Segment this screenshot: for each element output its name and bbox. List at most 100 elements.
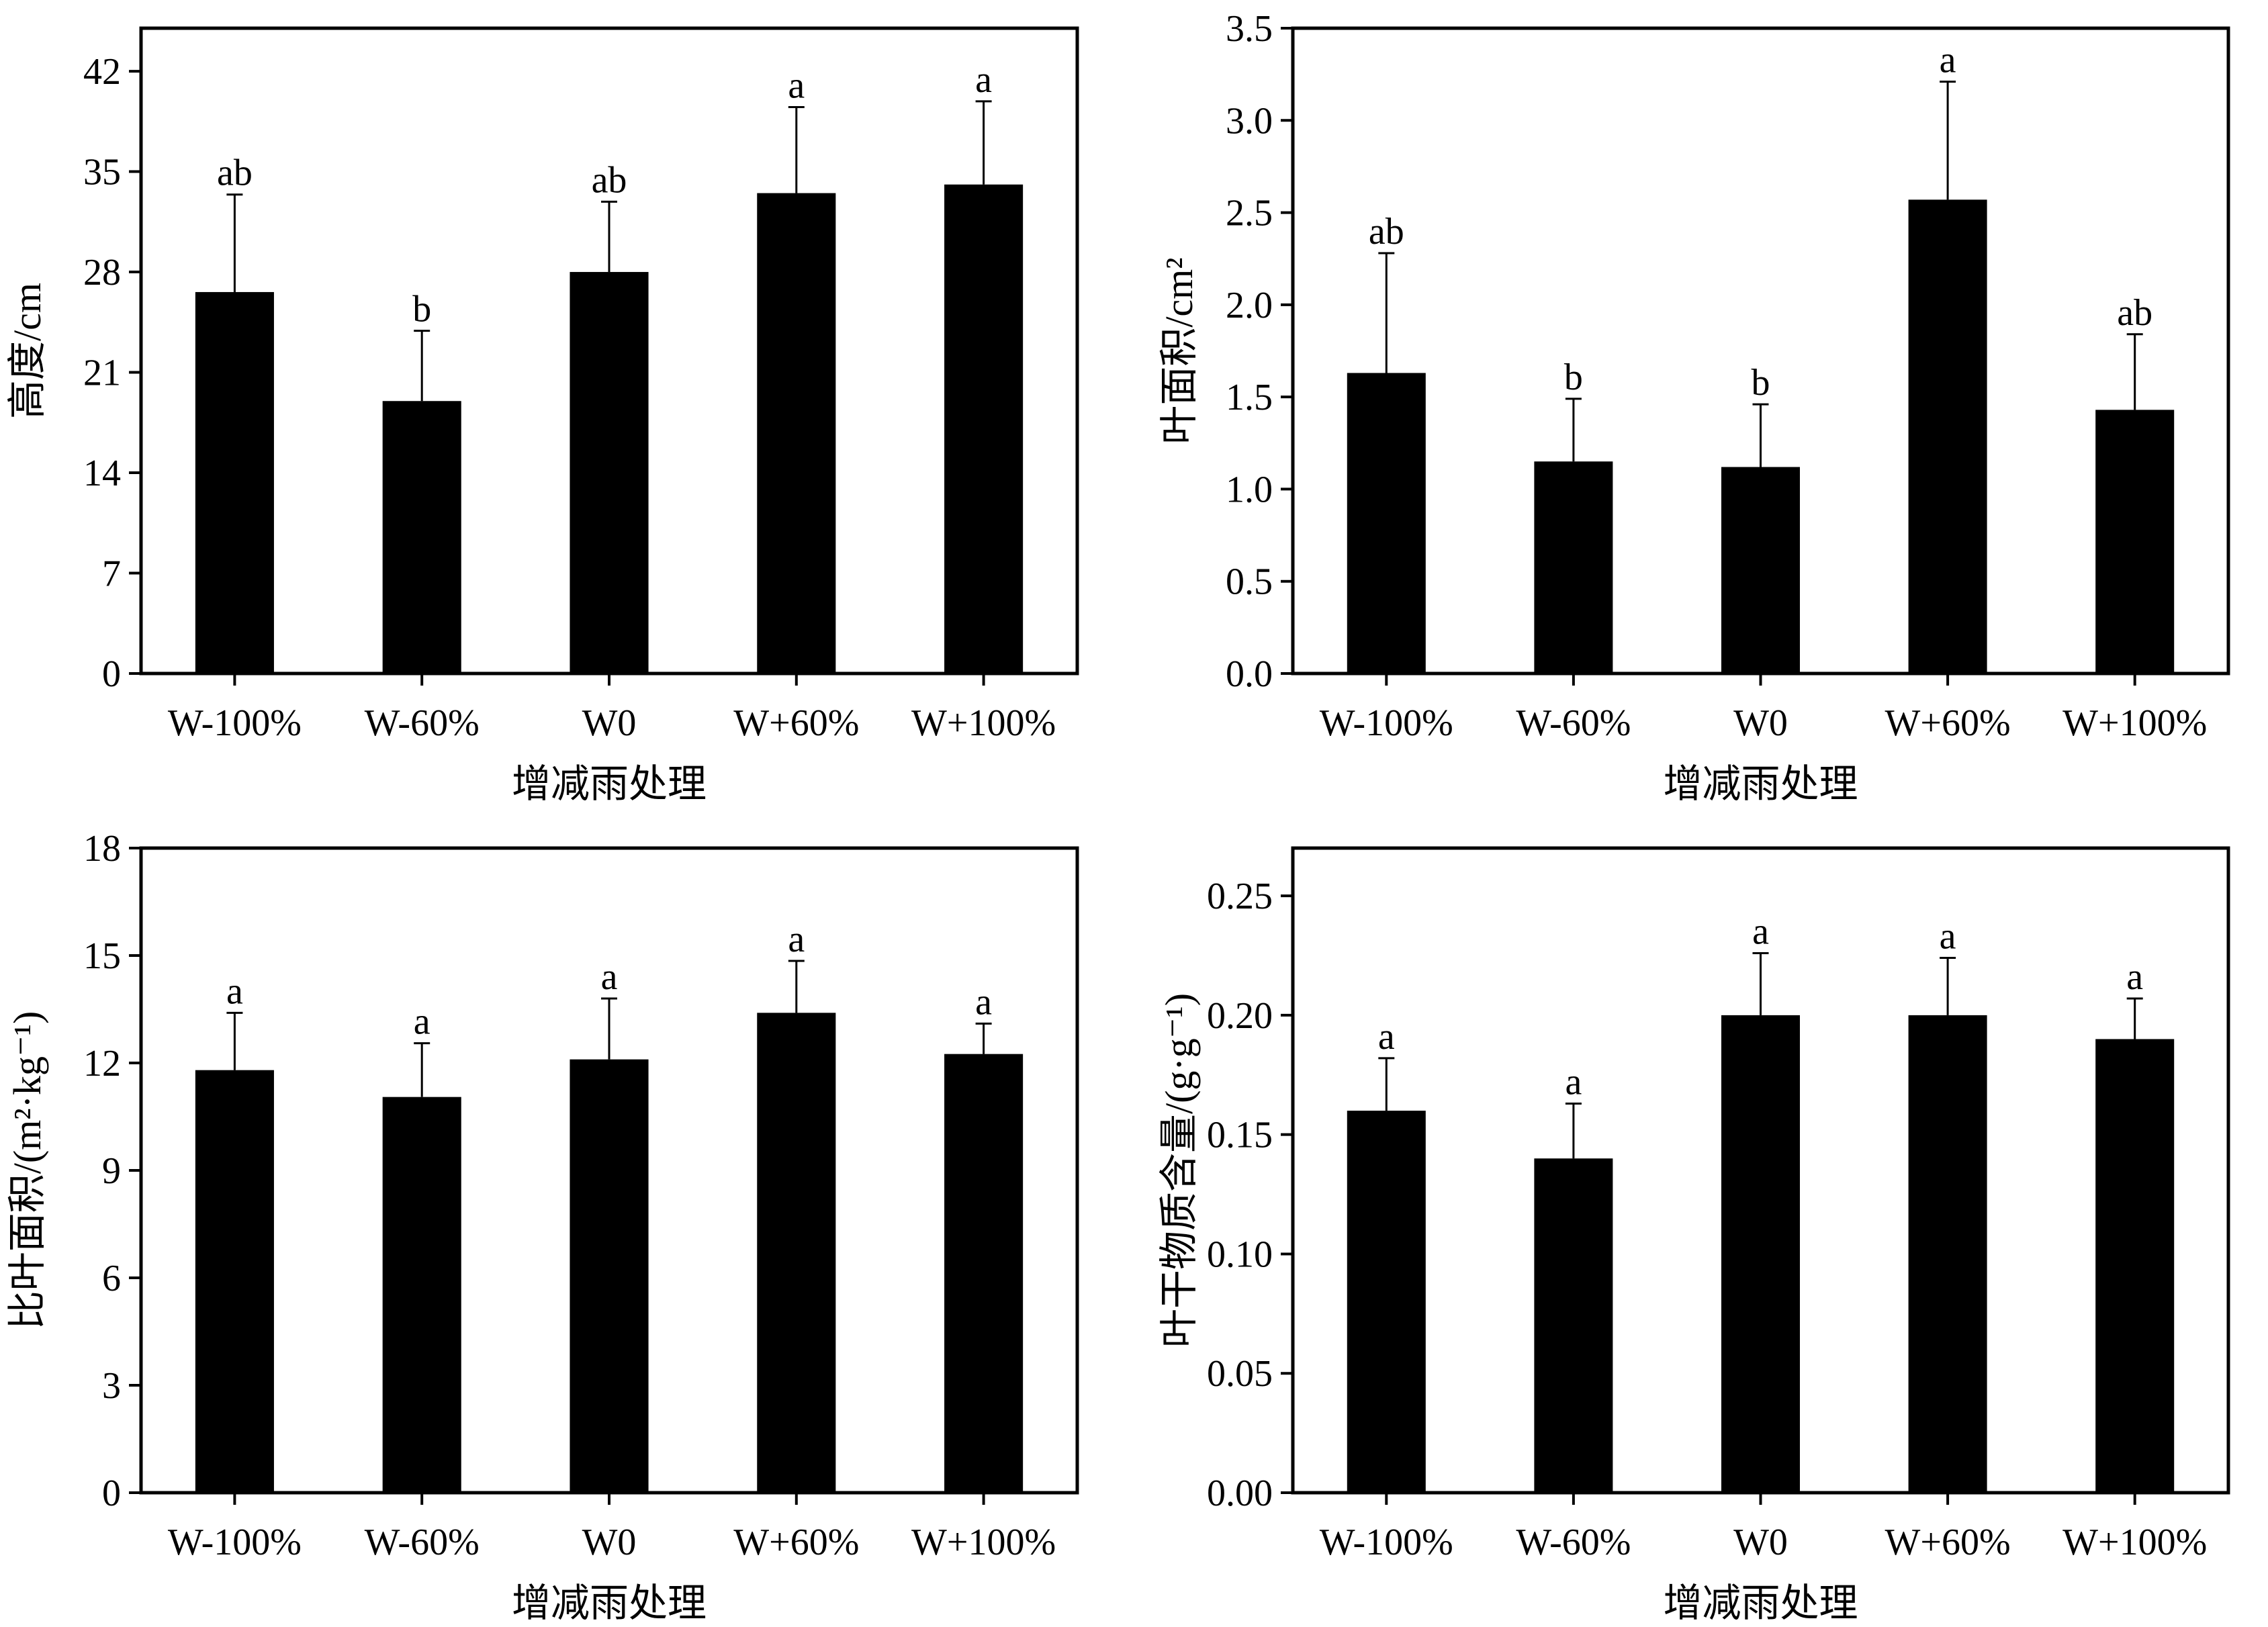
x-category-label: W0 bbox=[1733, 702, 1788, 744]
significance-label: a bbox=[1752, 911, 1769, 952]
x-category-label: W+100% bbox=[911, 1522, 1056, 1563]
bar bbox=[944, 184, 1024, 674]
y-tick-label: 0 bbox=[102, 653, 121, 695]
y-tick-label: 0.25 bbox=[1207, 876, 1273, 917]
x-category-label: W0 bbox=[1733, 1522, 1788, 1563]
significance-label: b bbox=[1564, 357, 1583, 398]
bar bbox=[757, 193, 836, 674]
chart-panel-specific-leaf-area: a a a a a 0 3 6 9 12 15 18 W-100% W-60% W0 W+60% W+100% 增… bbox=[5, 828, 1079, 1625]
bar bbox=[1721, 467, 1801, 673]
significance-label: ab bbox=[592, 159, 627, 201]
x-category-label: W+60% bbox=[733, 702, 859, 744]
significance-label: a bbox=[788, 919, 805, 960]
y-tick-label: 28 bbox=[83, 252, 121, 293]
significance-label: a bbox=[975, 981, 992, 1023]
x-category-label: W-100% bbox=[1320, 702, 1453, 744]
bar bbox=[944, 1054, 1024, 1493]
significance-label: a bbox=[414, 1001, 430, 1043]
bar bbox=[1534, 461, 1613, 673]
y-axis-title: 比叶面积/(m²·kg⁻¹) bbox=[5, 1011, 49, 1330]
significance-label: a bbox=[601, 956, 618, 998]
y-tick-label: 0.10 bbox=[1207, 1234, 1273, 1275]
x-category-label: W+100% bbox=[2062, 1522, 2207, 1563]
x-category-label: W-100% bbox=[1320, 1522, 1453, 1563]
y-tick-label: 0.00 bbox=[1207, 1473, 1273, 1514]
chart-panel-leaf-area: ab b b a ab 0.0 0.5 1.0 1.5 2.0 2.5 3.0 3.5 W-100% W-6… bbox=[1157, 8, 2230, 806]
chart-panel-leaf-dry-matter: a a a a a 0.00 0.05 0.10 0.15 0.20 0.25 W-100% W-60%… bbox=[1157, 846, 2230, 1625]
y-tick-label: 9 bbox=[102, 1150, 121, 1192]
significance-label: ab bbox=[217, 152, 253, 194]
chart-panel-height: ab b ab a a 0 7 14 21 28 35 42 W-100% W-60% W0 W+60% W+1… bbox=[5, 26, 1079, 806]
bar bbox=[570, 1059, 649, 1493]
x-category-label: W-60% bbox=[1516, 1522, 1631, 1563]
bar bbox=[382, 401, 461, 673]
significance-label: a bbox=[226, 970, 243, 1012]
bar bbox=[1721, 1015, 1801, 1493]
x-category-label: W-60% bbox=[1516, 702, 1631, 744]
y-tick-label: 35 bbox=[83, 152, 121, 193]
significance-label: b bbox=[1752, 362, 1770, 404]
bar bbox=[2095, 1039, 2175, 1493]
y-axis-title: 高度/cm bbox=[5, 283, 49, 419]
y-tick-label: 3.0 bbox=[1226, 100, 1273, 142]
y-tick-label: 12 bbox=[83, 1043, 121, 1084]
significance-label: a bbox=[1940, 916, 1956, 958]
significance-label: a bbox=[1378, 1016, 1395, 1058]
x-category-label: W-100% bbox=[168, 1522, 302, 1563]
y-tick-label: 3 bbox=[102, 1365, 121, 1407]
bar bbox=[1908, 199, 1987, 673]
x-category-label: W+60% bbox=[733, 1522, 859, 1563]
y-tick-label: 42 bbox=[83, 51, 121, 93]
bar bbox=[1908, 1015, 1987, 1493]
y-tick-label: 0.15 bbox=[1207, 1115, 1273, 1156]
significance-label: a bbox=[975, 59, 992, 101]
significance-label: a bbox=[2126, 956, 2143, 998]
y-tick-label: 0.0 bbox=[1226, 653, 1273, 695]
y-axis-title: 叶干物质含量/(g·g⁻¹) bbox=[1157, 993, 1201, 1348]
significance-label: a bbox=[1565, 1061, 1582, 1103]
y-tick-label: 2.5 bbox=[1226, 193, 1273, 234]
y-tick-label: 6 bbox=[102, 1258, 121, 1299]
bar bbox=[1347, 1111, 1426, 1493]
y-tick-label: 18 bbox=[83, 828, 121, 870]
significance-label: b bbox=[412, 289, 431, 330]
significance-label: a bbox=[788, 64, 805, 106]
x-category-label: W-60% bbox=[365, 702, 480, 744]
bar bbox=[1534, 1158, 1613, 1493]
x-category-label: W+100% bbox=[2062, 702, 2207, 744]
x-category-label: W+100% bbox=[911, 702, 1056, 744]
x-category-label: W+60% bbox=[1885, 702, 2011, 744]
x-category-label: W0 bbox=[582, 1522, 637, 1563]
bar bbox=[757, 1013, 836, 1493]
x-category-label: W+60% bbox=[1885, 1522, 2011, 1563]
y-tick-label: 0.20 bbox=[1207, 995, 1273, 1037]
x-category-label: W-60% bbox=[365, 1522, 480, 1563]
significance-label: ab bbox=[2117, 292, 2152, 334]
y-tick-label: 3.5 bbox=[1226, 8, 1273, 50]
significance-label: ab bbox=[1369, 211, 1404, 252]
bar bbox=[570, 272, 649, 673]
y-tick-label: 0.05 bbox=[1207, 1353, 1273, 1395]
y-tick-label: 15 bbox=[83, 935, 121, 977]
y-tick-label: 7 bbox=[102, 553, 121, 595]
x-category-label: W0 bbox=[582, 702, 637, 744]
bar bbox=[2095, 410, 2175, 673]
x-category-label: W-100% bbox=[168, 702, 302, 744]
y-tick-label: 1.5 bbox=[1226, 377, 1273, 418]
x-axis-title: 增减雨处理 bbox=[1663, 1581, 1858, 1625]
y-tick-label: 21 bbox=[83, 353, 121, 394]
x-axis-title: 增减雨处理 bbox=[512, 1581, 707, 1625]
x-axis-title: 增减雨处理 bbox=[512, 762, 707, 806]
x-axis-title: 增减雨处理 bbox=[1663, 762, 1858, 806]
y-tick-label: 14 bbox=[83, 453, 121, 494]
y-axis-title: 叶面积/cm² bbox=[1157, 257, 1201, 444]
bar bbox=[195, 291, 274, 673]
y-tick-label: 0.5 bbox=[1226, 561, 1273, 603]
bar bbox=[1347, 373, 1426, 673]
y-tick-label: 0 bbox=[102, 1473, 121, 1514]
y-tick-label: 2.0 bbox=[1226, 285, 1273, 326]
y-tick-label: 1.0 bbox=[1226, 469, 1273, 510]
significance-label: a bbox=[1940, 40, 1956, 81]
bar bbox=[195, 1070, 274, 1493]
